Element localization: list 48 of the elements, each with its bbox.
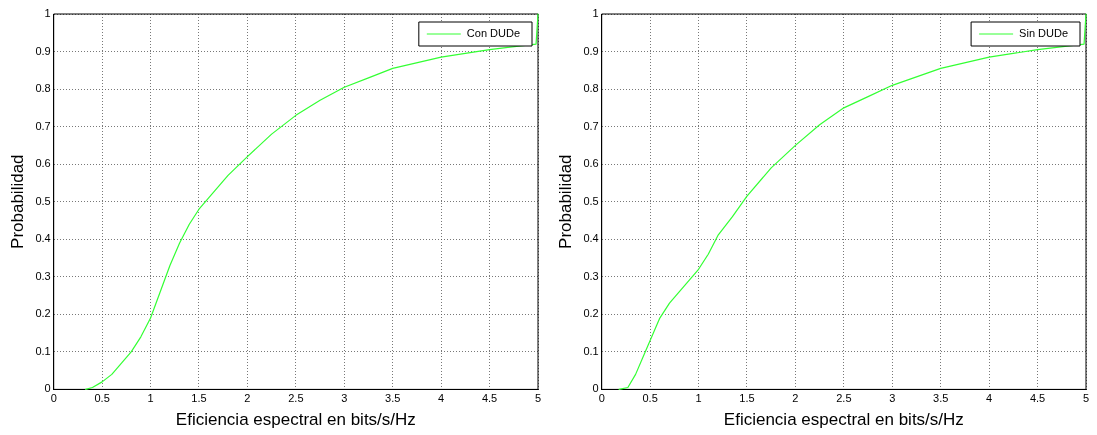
y-axis-title: Probabilidad [555,154,575,249]
y-tick-label: 1 [592,7,599,20]
x-tick-label: 0.5 [94,392,110,405]
x-tick-label: 3.5 [933,392,949,405]
x-tick-label: 0.5 [642,392,658,405]
y-axis-title: Probabilidad [7,154,27,249]
y-tick-label: 0.9 [583,44,599,57]
x-axis-title: Eficiencia espectral en bits/s/Hz [175,410,416,430]
legend-label: Sin DUDe [1019,27,1068,40]
y-tick-label: 0.5 [35,194,51,207]
y-tick-label: 0.7 [583,119,599,132]
x-tick-label: 2 [792,392,799,405]
y-tick-label: 0.3 [583,269,599,282]
x-tick-label: 1.5 [191,392,207,405]
x-tick-label: 4.5 [481,392,498,405]
x-tick-label: 4.5 [1029,392,1046,405]
legend-label: Con DUDe [466,27,520,40]
x-tick-label: 3 [889,392,896,405]
x-tick-label: 4 [438,392,445,405]
y-tick-label: 0.5 [583,194,599,207]
y-tick-label: 0.2 [35,307,51,320]
y-tick-label: 1 [44,7,51,20]
x-tick-label: 2 [244,392,251,405]
y-tick-label: 0.2 [583,307,599,320]
x-tick-label: 5 [1082,392,1090,405]
y-tick-label: 0 [592,382,599,395]
y-tick-label: 0.3 [35,269,51,282]
x-tick-label: 3 [341,392,348,405]
y-tick-label: 0.1 [35,344,51,357]
x-tick-label: 3.5 [385,392,401,405]
x-tick-label: 2.5 [836,392,852,405]
x-tick-label: 1.5 [739,392,755,405]
y-tick-label: 0.4 [35,232,51,245]
y-tick-label: 0.8 [583,82,599,95]
y-tick-label: 0.6 [35,157,51,170]
y-tick-label: 0.4 [583,232,599,245]
y-tick-label: 0.9 [35,44,51,57]
x-tick-label: 2.5 [288,392,304,405]
x-axis-title: Eficiencia espectral en bits/s/Hz [723,410,964,430]
y-tick-label: 0.7 [35,119,51,132]
y-tick-label: 0 [44,382,51,395]
x-tick-label: 4 [986,392,993,405]
x-tick-label: 1 [147,392,154,405]
x-tick-label: 1 [695,392,702,405]
y-tick-label: 0.8 [35,82,51,95]
x-tick-label: 5 [534,392,542,405]
y-tick-label: 0.1 [583,344,599,357]
y-tick-label: 0.6 [583,157,599,170]
